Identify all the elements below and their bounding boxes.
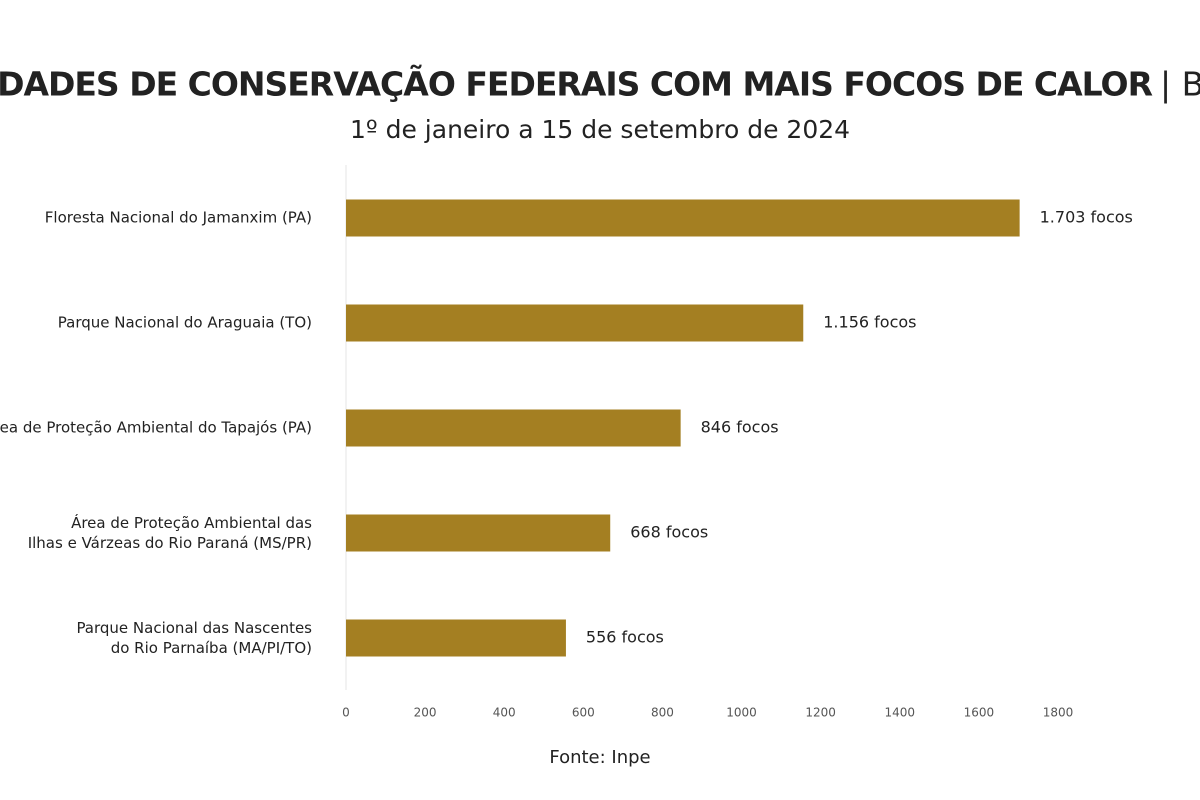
bar — [346, 514, 611, 552]
category-label: Área de Proteção Ambiental das Ilhas e Vá… — [28, 513, 312, 552]
value-label: 668 focos — [630, 523, 708, 542]
category-label: Parque Nacional das Nascentes do Rio Parn… — [76, 619, 312, 657]
x-tick-label: 1400 — [885, 706, 916, 720]
x-tick-label: 600 — [572, 706, 595, 720]
value-label: 846 focos — [701, 418, 779, 437]
value-label: 1.156 focos — [823, 313, 916, 332]
bar — [346, 304, 804, 342]
value-label: 1.703 focos — [1040, 208, 1133, 227]
x-tick-label: 1600 — [964, 706, 995, 720]
x-tick-label: 1000 — [726, 706, 757, 720]
bar — [346, 409, 681, 447]
bar — [346, 619, 566, 657]
x-tick-label: 800 — [651, 706, 674, 720]
bar — [346, 199, 1020, 237]
x-tick-label: 400 — [493, 706, 516, 720]
source: Fonte: Inpe — [549, 747, 650, 768]
x-tick-label: 0 — [342, 706, 350, 720]
chart-title: 5 UNIDADES DE CONSERVAÇÃO FEDERAIS COM M… — [0, 64, 1153, 104]
chart-subtitle: 1º de janeiro a 15 de setembro de 2024 — [350, 115, 850, 144]
x-tick-label: 1800 — [1043, 706, 1074, 720]
category-label: Floresta Nacional do Jamanxim (PA) — [45, 209, 312, 227]
x-tick-label: 200 — [414, 706, 437, 720]
chart-title-suffix: | B — [1160, 65, 1200, 104]
x-tick-label: 1200 — [805, 706, 836, 720]
category-label: Parque Nacional do Araguaia (TO) — [58, 314, 312, 332]
category-label: Área de Proteção Ambiental do Tapajós (P… — [0, 418, 312, 437]
value-label: 556 focos — [586, 628, 664, 647]
